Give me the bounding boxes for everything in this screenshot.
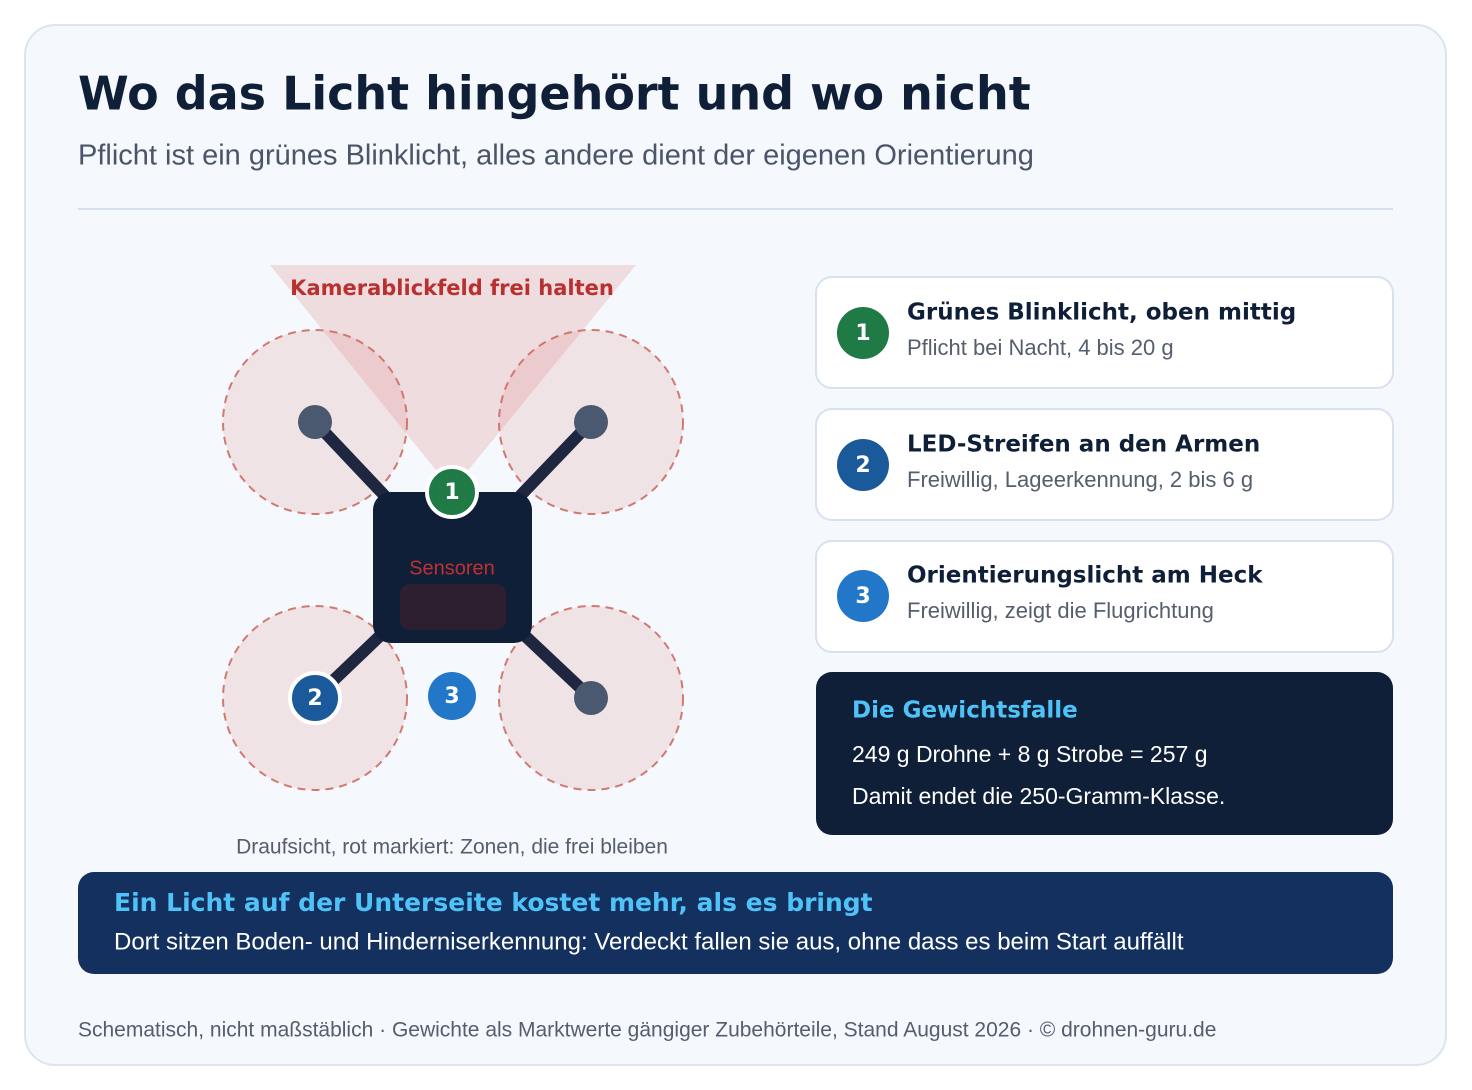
- item-desc: Freiwillig, zeigt die Flugrichtung: [907, 598, 1214, 623]
- item-number: 2: [855, 453, 870, 478]
- marker: [288, 671, 342, 725]
- camera-field: [270, 265, 636, 490]
- marker-label: 2: [307, 686, 322, 711]
- weight-title: Die Gewichtsfalle: [852, 698, 1078, 724]
- camera-label: Kamerablickfeld frei halten: [290, 276, 614, 300]
- item-title: Grünes Blinklicht, oben mittig: [907, 300, 1296, 326]
- marker-label: 3: [444, 684, 459, 709]
- item-card: 2 LED-Streifen an den Armen Freiwillig, …: [815, 408, 1394, 521]
- weight-line: Damit endet die 250-Gramm-Klasse.: [852, 783, 1225, 809]
- item-number: 3: [855, 584, 870, 609]
- title: Wo das Licht hingehört und wo nicht: [78, 67, 1031, 121]
- item-title: LED-Streifen an den Armen: [907, 432, 1260, 458]
- marker-label: 1: [444, 480, 459, 505]
- caption: Draufsicht, rot markiert: Zonen, die fre…: [236, 836, 668, 859]
- footer: Schematisch, nicht maßstäblich · Gewicht…: [78, 1019, 1216, 1042]
- sensor-label: Sensoren: [409, 557, 495, 579]
- item-desc: Pflicht bei Nacht, 4 bis 20 g: [907, 335, 1174, 360]
- banner: [78, 872, 1393, 974]
- subtitle: Pflicht ist ein grünes Blinklicht, alles…: [78, 140, 1034, 172]
- item-card: 1 Grünes Blinklicht, oben mittig Pflicht…: [815, 276, 1394, 389]
- sensor-area: [400, 584, 506, 630]
- banner-text: Dort sitzen Boden- und Hinderniserkennun…: [114, 928, 1184, 955]
- motor: [574, 681, 608, 715]
- motor: [298, 405, 332, 439]
- item-number: 1: [855, 321, 870, 346]
- weight-line: 249 g Drohne + 8 g Strobe = 257 g: [852, 741, 1208, 767]
- banner-title: Ein Licht auf der Unterseite kostet mehr…: [114, 888, 873, 917]
- motor: [574, 405, 608, 439]
- item-desc: Freiwillig, Lageerkennung, 2 bis 6 g: [907, 467, 1253, 492]
- marker: [425, 465, 479, 519]
- marker: [428, 672, 476, 720]
- item-title: Orientierungslicht am Heck: [907, 563, 1263, 589]
- drone-diagram: Sensoren Kamerablickfeld frei halten 1 2…: [222, 265, 684, 859]
- item-card: 3 Orientierungslicht am Heck Freiwillig,…: [815, 540, 1394, 653]
- weight-box: [816, 672, 1393, 835]
